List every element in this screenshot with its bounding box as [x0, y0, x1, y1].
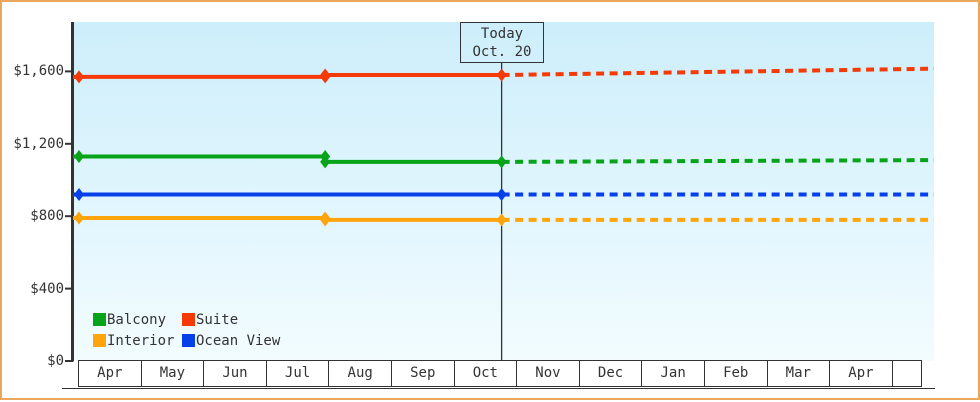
month-cell: Dec — [578, 360, 643, 387]
today-date: Oct. 20 — [472, 43, 532, 60]
month-cell: Mar — [766, 360, 831, 387]
today-label: Today — [480, 25, 524, 42]
marker-suite — [320, 68, 331, 82]
y-axis-label: $0 — [47, 353, 64, 369]
month-cell: Feb — [703, 360, 768, 387]
y-axis-tick — [65, 70, 73, 73]
y-axis-tick — [65, 142, 73, 145]
month-cell: Oct — [453, 360, 518, 387]
y-axis-line — [71, 22, 74, 362]
forecast-line-balcony — [501, 158, 934, 164]
marker-interior — [74, 211, 84, 225]
y-axis-tick — [65, 360, 73, 362]
balcony-swatch-icon — [93, 313, 106, 326]
marker-balcony — [320, 155, 331, 169]
legend-item-balcony: Balcony — [93, 312, 182, 328]
today-annotation-box: Today Oct. 20 — [460, 22, 544, 63]
ocean-view-swatch-icon — [182, 334, 195, 347]
legend-label: Ocean View — [196, 333, 281, 349]
legend-label: Suite — [196, 312, 239, 328]
legend-item-interior: Interior — [93, 333, 182, 349]
month-cell: Jul — [265, 360, 330, 387]
month-cell: Jun — [203, 360, 267, 387]
interior-swatch-icon — [93, 334, 106, 347]
marker-interior — [496, 213, 507, 227]
marker-ocean_view — [496, 187, 507, 201]
marker-balcony — [496, 155, 507, 169]
marker-suite — [496, 68, 507, 82]
y-axis-label: $1,200 — [13, 135, 64, 152]
y-axis-label: $1,600 — [13, 63, 64, 80]
series-line-suite — [73, 73, 502, 79]
marker-interior — [320, 213, 331, 227]
legend-label: Balcony — [107, 312, 167, 328]
legend: Balcony Suite Interior Ocean View — [93, 312, 280, 349]
month-cell: Apr — [78, 360, 142, 387]
month-cell: Aug — [328, 360, 392, 387]
month-cell: Nov — [516, 360, 580, 387]
legend-label: Interior — [107, 333, 175, 349]
y-axis-label: $400 — [30, 280, 64, 297]
month-cell: Apr — [829, 360, 893, 387]
month-cell — [891, 360, 922, 387]
month-cell: May — [140, 360, 205, 387]
legend-item-ocean-view: Ocean View — [182, 333, 280, 349]
x-axis-baseline — [62, 388, 935, 389]
suite-swatch-icon — [182, 313, 195, 326]
series-line-interior — [73, 216, 502, 222]
marker-suite — [74, 70, 84, 84]
legend-item-suite: Suite — [182, 312, 280, 328]
y-axis-label: $800 — [30, 208, 64, 225]
month-cell: Sep — [390, 360, 455, 387]
y-axis-tick — [65, 215, 73, 218]
marker-balcony — [74, 149, 84, 163]
marker-ocean_view — [74, 187, 84, 201]
month-cell: Jan — [641, 360, 705, 387]
y-axis-tick — [65, 287, 73, 290]
forecast-line-suite — [501, 66, 934, 78]
x-axis-month-row: Apr May Jun Jul Aug Sep Oct Nov Dec Jan Feb Mar Apr — [78, 360, 922, 387]
